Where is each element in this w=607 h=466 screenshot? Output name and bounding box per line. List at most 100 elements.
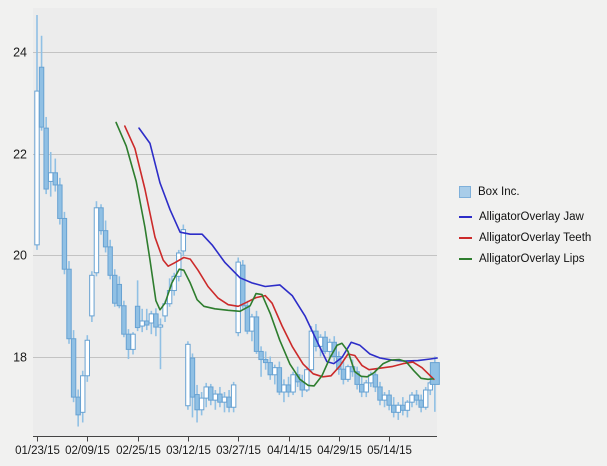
x-axis-label: 03/27/15: [216, 445, 261, 457]
candle-body: [230, 384, 237, 408]
candle-body: [281, 384, 287, 393]
candle-body: [198, 397, 205, 411]
candle-body: [84, 339, 91, 377]
candle-body: [52, 172, 58, 186]
candle-body: [308, 330, 315, 371]
candle-body: [194, 394, 200, 411]
candle-body: [89, 274, 95, 317]
x-axis-label: 02/25/15: [116, 445, 161, 457]
candle-body: [345, 366, 351, 380]
plot-area[interactable]: [33, 8, 437, 436]
legend-item-alligatoroverlay-teeth[interactable]: AlligatorOverlay Teeth: [459, 231, 591, 244]
candle-body: [418, 399, 424, 408]
candle-body: [304, 369, 310, 391]
candle-body: [340, 368, 347, 380]
candle-body: [102, 230, 109, 248]
candle-body: [326, 341, 333, 352]
candle-body: [409, 394, 415, 403]
candle-body: [185, 343, 191, 407]
y-axis-label: 18: [13, 351, 27, 365]
candle-body: [290, 374, 296, 393]
x-axis-label: 04/29/15: [317, 445, 362, 457]
x-axis-label: 05/14/15: [367, 445, 412, 457]
candle-body: [144, 320, 150, 326]
candle-body: [253, 316, 260, 352]
candle-body: [276, 367, 283, 393]
candle-body: [57, 184, 63, 219]
candle-body: [381, 394, 388, 401]
candle-body: [386, 394, 392, 406]
candle-body: [98, 207, 104, 232]
legend-item-alligatoroverlay-lips[interactable]: AlligatorOverlay Lips: [459, 252, 591, 265]
candle-body: [180, 229, 187, 252]
candle-body: [48, 172, 54, 182]
y-axis-label: 24: [13, 46, 27, 60]
legend-line-swatch-icon: [459, 215, 472, 218]
candle-body: [121, 305, 127, 335]
series-line-jaw: [138, 127, 438, 365]
candle-body: [66, 268, 72, 340]
legend-label: AlligatorOverlay Jaw: [479, 210, 584, 223]
candle-body: [429, 362, 440, 385]
candle-body: [423, 389, 429, 408]
legend-label: Box Inc.: [478, 185, 520, 198]
candle-body: [212, 393, 219, 401]
candle-body: [217, 393, 223, 403]
x-axis-label: 03/12/15: [166, 445, 211, 457]
candle-body: [400, 404, 406, 411]
candle-body: [240, 264, 246, 307]
candle-body: [404, 401, 411, 411]
legend-item-alligatoroverlay-jaw[interactable]: AlligatorOverlay Jaw: [459, 210, 591, 223]
candle-body: [203, 386, 209, 399]
legend-box-swatch-icon: [459, 185, 471, 198]
candle-body: [336, 356, 342, 370]
candle-body: [285, 384, 292, 393]
candle-body: [272, 367, 278, 376]
y-axis-label: 22: [13, 148, 27, 162]
candle-body: [153, 313, 159, 328]
candle-body: [244, 305, 251, 332]
candle-body: [107, 246, 113, 276]
series-line-teeth: [124, 125, 435, 381]
candle-body: [157, 324, 164, 328]
candle-body: [413, 394, 420, 401]
candle-body: [262, 359, 269, 364]
candle-body: [148, 313, 155, 324]
candle-body: [139, 320, 145, 327]
x-axis-label: 02/09/15: [65, 445, 110, 457]
candle-body: [43, 127, 49, 190]
candle-body: [372, 374, 379, 388]
candle-body: [377, 386, 383, 401]
candle-body: [93, 207, 100, 274]
candle-body: [189, 357, 196, 398]
candle-body: [75, 396, 81, 416]
candle-body: [130, 333, 136, 350]
legend-label: AlligatorOverlay Lips: [479, 252, 585, 265]
candle-body: [208, 386, 214, 401]
candle-body: [395, 404, 401, 413]
candle-body: [235, 261, 241, 334]
legend-label: AlligatorOverlay Teeth: [479, 231, 592, 244]
candle-body: [249, 316, 255, 332]
candle-body: [363, 382, 369, 393]
series-line-lips: [115, 121, 434, 387]
candle-body: [134, 305, 141, 329]
candle-body: [112, 274, 118, 304]
legend-line-swatch-icon: [459, 236, 472, 239]
candle-body: [38, 66, 45, 128]
candle-body: [322, 336, 328, 352]
legend-item-box-inc[interactable]: Box Inc.: [459, 185, 591, 198]
chart-legend: Box Inc. AlligatorOverlay Jaw AlligatorOve…: [459, 185, 591, 273]
candle-body: [176, 252, 182, 277]
candle-body: [267, 362, 273, 376]
candle-body: [116, 283, 123, 307]
candle-body: [354, 371, 360, 385]
candle-body: [125, 333, 132, 350]
candle-body: [390, 404, 397, 413]
x-axis-label: 01/23/15: [15, 445, 60, 457]
candle-body: [358, 383, 365, 393]
candle-body: [61, 217, 68, 270]
candle-body: [80, 375, 86, 413]
